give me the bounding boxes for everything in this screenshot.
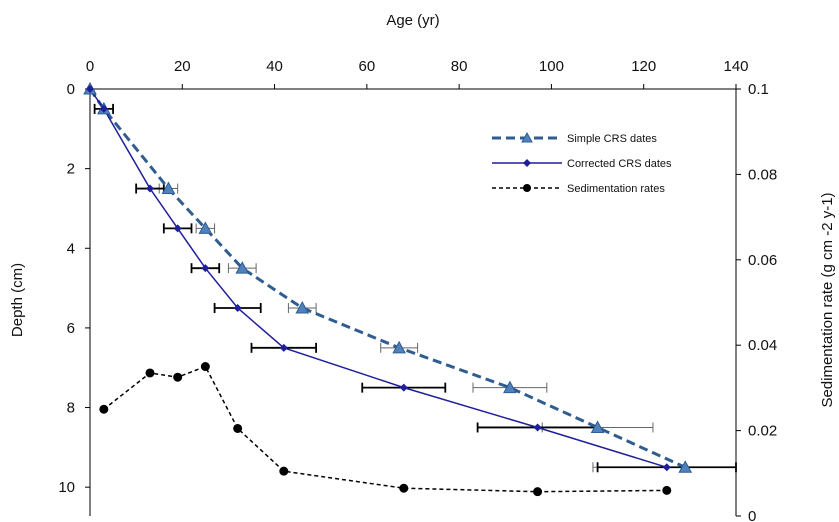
axes bbox=[89, 88, 737, 516]
x-tick-label: 60 bbox=[359, 58, 376, 75]
data-point-diamond bbox=[399, 383, 408, 392]
y2-tick-label: 0.04 bbox=[748, 337, 777, 354]
y2-tick-label: 0.02 bbox=[748, 423, 777, 440]
x-tick-label: 20 bbox=[174, 58, 191, 75]
data-point-diamond bbox=[533, 423, 542, 432]
legend-label-corrected-crs: Corrected CRS dates bbox=[567, 158, 672, 170]
data-point-circle bbox=[662, 485, 672, 495]
y-tick-label: 8 bbox=[67, 400, 75, 417]
data-point-diamond bbox=[173, 224, 182, 233]
y-tick-label: 10 bbox=[58, 479, 75, 496]
x-tick-label: 140 bbox=[723, 58, 748, 75]
y2-tick-label: 0.08 bbox=[748, 166, 777, 183]
data-point-diamond bbox=[279, 343, 288, 352]
data-point-circle bbox=[399, 483, 409, 493]
data-point-circle bbox=[233, 423, 243, 433]
data-point-triangle bbox=[678, 460, 693, 473]
data-point-circle bbox=[533, 487, 543, 497]
x-tick-label: 40 bbox=[266, 58, 283, 75]
legend-label-simple-crs: Simple CRS dates bbox=[567, 133, 657, 145]
series-line bbox=[89, 88, 668, 469]
x-ticks: 0 20 40 60 80 100 120 140 bbox=[86, 58, 749, 89]
x-tick-label: 120 bbox=[631, 58, 656, 75]
y-tick-label: 6 bbox=[67, 320, 75, 337]
data-point-diamond bbox=[145, 184, 154, 193]
data-point-diamond bbox=[86, 85, 94, 93]
legend-marker-corrected-crs bbox=[523, 159, 531, 167]
data-point-triangle bbox=[295, 300, 310, 314]
data-point-diamond bbox=[201, 264, 210, 273]
y-ticks: 0 2 4 6 8 10 bbox=[58, 81, 90, 496]
y2-tick-label: 0.06 bbox=[748, 252, 777, 269]
data-point-triangle bbox=[161, 181, 176, 195]
series-line bbox=[88, 88, 686, 469]
x-tick-label: 100 bbox=[539, 58, 564, 75]
data-point-triangle bbox=[392, 340, 406, 354]
y2-ticks: 0.1 0.08 0.06 0.04 0.02 0 bbox=[736, 81, 777, 522]
data-point-diamond bbox=[233, 304, 242, 312]
y-tick-label: 2 bbox=[67, 161, 75, 178]
data-point-circle bbox=[200, 362, 210, 372]
y2-tick-label: 0.1 bbox=[748, 81, 769, 98]
legend: Simple CRS dates Corrected CRS dates Sed… bbox=[492, 131, 672, 195]
legend-marker-sedimentation bbox=[523, 184, 531, 192]
data-point-circle bbox=[279, 466, 289, 476]
data-point-diamond bbox=[662, 463, 671, 472]
y-tick-label: 4 bbox=[67, 240, 75, 257]
data-point-triangle bbox=[503, 380, 517, 394]
data-point-triangle bbox=[235, 261, 250, 274]
y-tick-label: 0 bbox=[67, 81, 75, 98]
x-tick-label: 0 bbox=[86, 58, 94, 75]
data-point-circle bbox=[173, 372, 183, 382]
x-axis-title: Age (yr) bbox=[386, 12, 439, 29]
series-markers bbox=[83, 81, 693, 497]
data-point-circle bbox=[145, 368, 155, 378]
y2-axis-title: Sedimentation rate (g cm -2 y-1) bbox=[819, 192, 836, 407]
y2-tick-label: 0 bbox=[748, 508, 756, 522]
legend-marker-simple-crs bbox=[521, 131, 533, 143]
series-lines bbox=[88, 88, 686, 493]
data-point-triangle bbox=[198, 221, 213, 234]
data-point-triangle bbox=[590, 420, 605, 433]
series-line bbox=[103, 365, 667, 493]
data-point-diamond bbox=[99, 104, 108, 113]
y-axis-title: Depth (cm) bbox=[9, 263, 26, 337]
legend-label-sedimentation: Sedimentation rates bbox=[567, 183, 665, 195]
x-tick-label: 80 bbox=[451, 58, 468, 75]
data-point-circle bbox=[99, 404, 109, 414]
